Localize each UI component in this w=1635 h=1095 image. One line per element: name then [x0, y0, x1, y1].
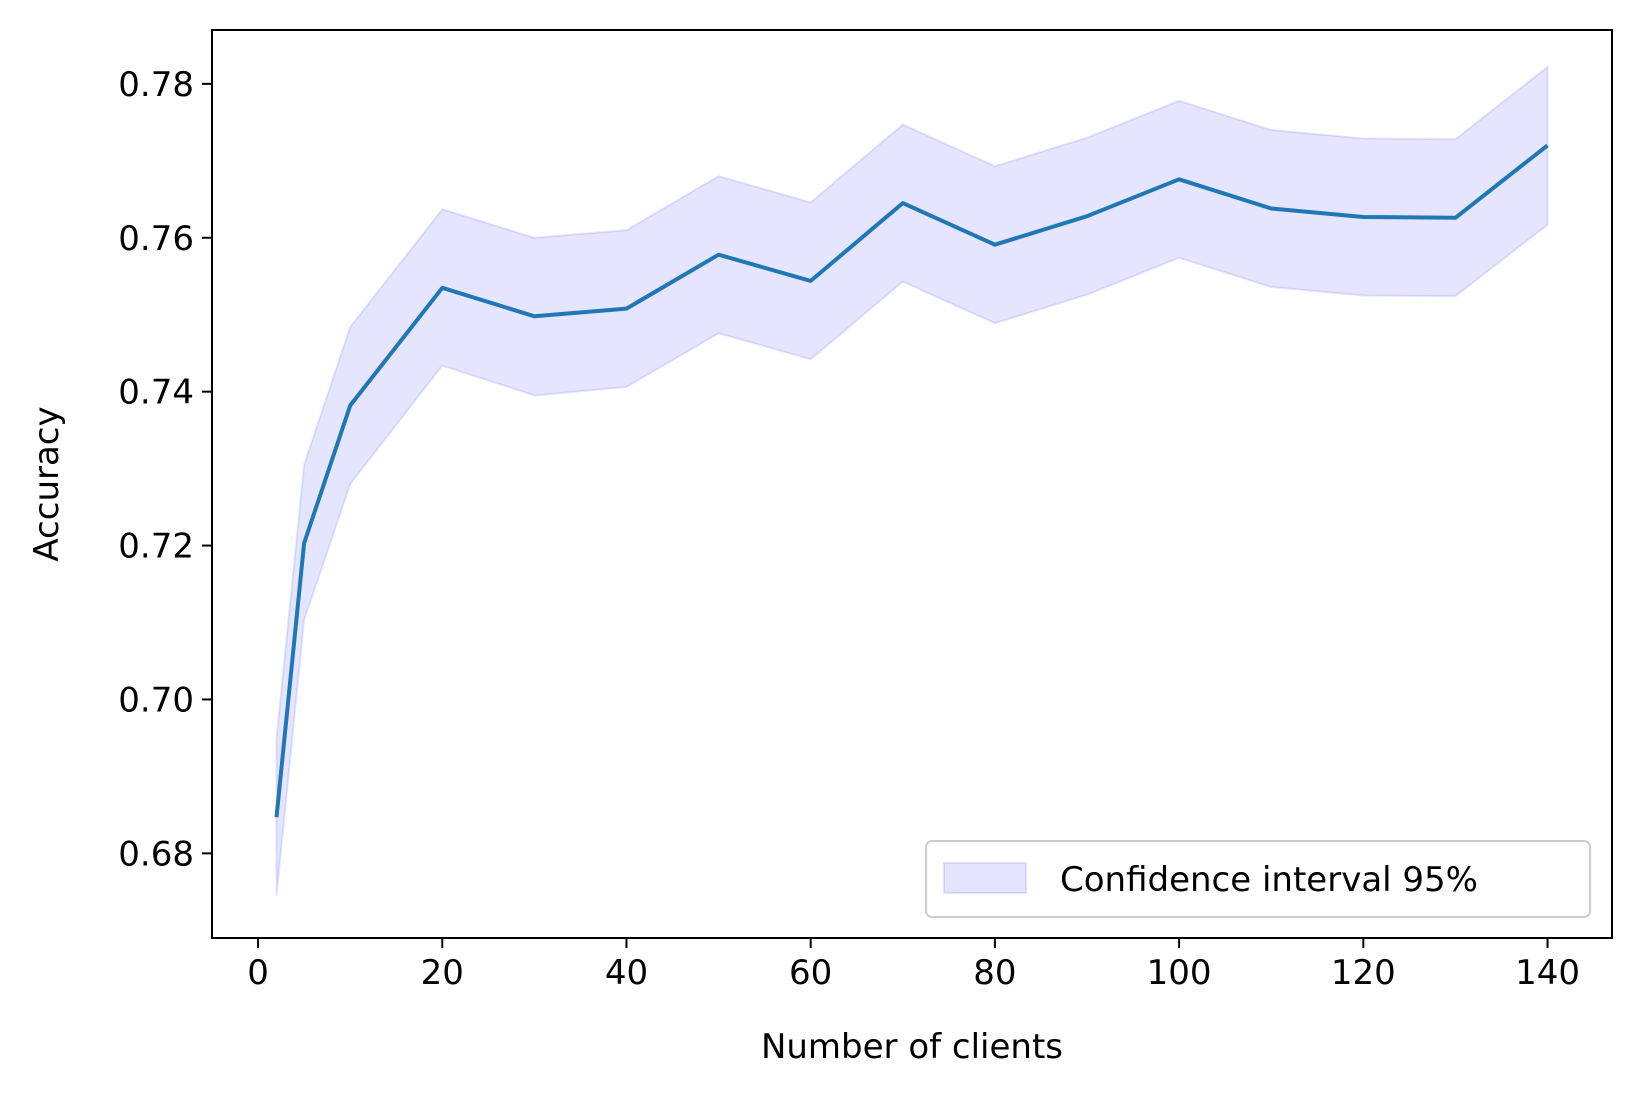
x-tick-label: 100	[1147, 953, 1212, 993]
y-tick-label: 0.70	[118, 680, 194, 720]
legend-label-confidence-interval: Confidence interval 95%	[1060, 860, 1478, 900]
x-axis-ticks: 0 20 40 60 80 100 120 140	[247, 938, 1580, 993]
y-tick-label: 0.74	[118, 373, 194, 413]
y-tick-label: 0.72	[118, 527, 194, 567]
x-tick-label: 140	[1515, 953, 1580, 993]
x-tick-label: 0	[247, 953, 269, 993]
confidence-band	[275, 64, 1549, 896]
legend: Confidence interval 95%	[925, 840, 1591, 918]
x-tick-label: 40	[605, 953, 648, 993]
y-tick-label: 0.76	[118, 219, 194, 259]
x-axis-label: Number of clients	[761, 1027, 1063, 1067]
legend-swatch-confidence-interval	[943, 862, 1027, 894]
x-tick-label: 80	[973, 953, 1016, 993]
x-tick-label: 60	[789, 953, 832, 993]
y-axis-label: Accuracy	[27, 406, 67, 561]
x-tick-label: 120	[1331, 953, 1396, 993]
plot-area	[274, 64, 1549, 896]
y-tick-label: 0.68	[118, 834, 194, 874]
x-tick-label: 20	[421, 953, 464, 993]
y-tick-label: 0.78	[118, 65, 194, 105]
y-axis-ticks: 0.68 0.70 0.72 0.74 0.76 0.78	[118, 65, 212, 874]
axes-frame	[211, 29, 1613, 939]
legend-box	[925, 840, 1591, 918]
accuracy-line	[274, 143, 1549, 818]
